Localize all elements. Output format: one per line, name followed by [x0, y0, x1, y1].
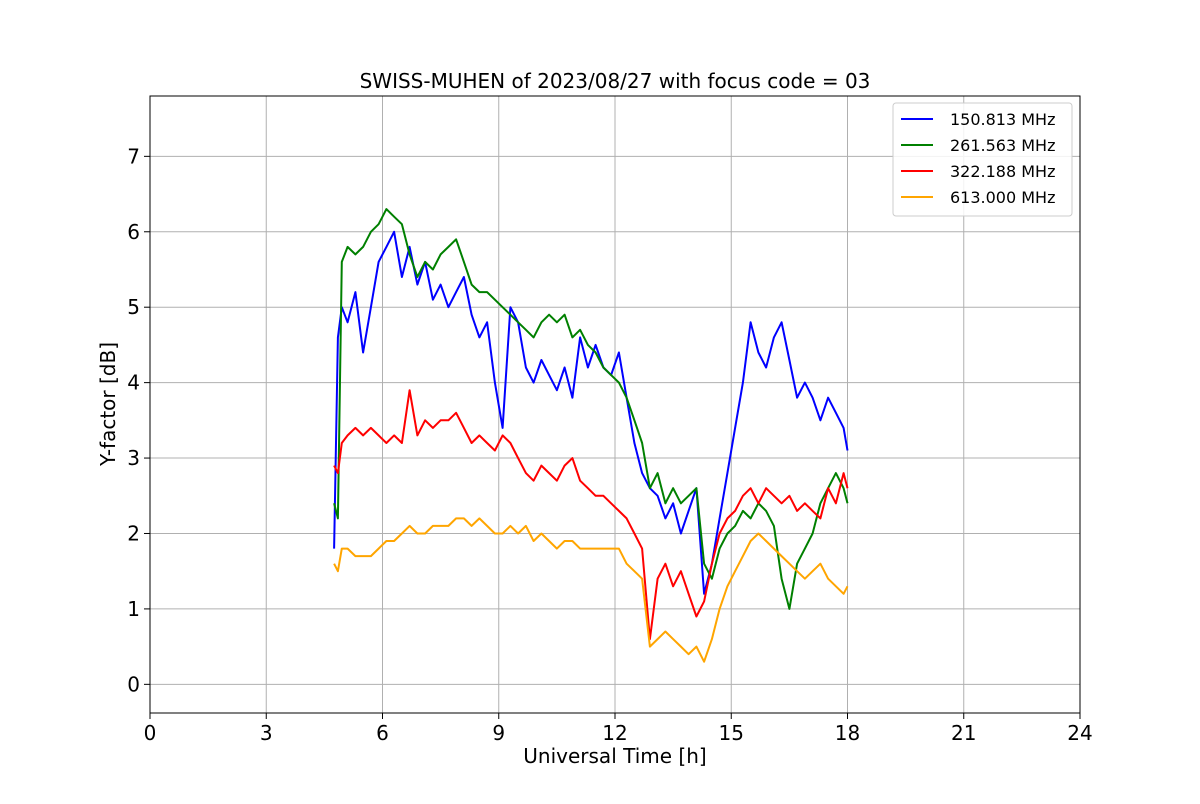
- chart-title: SWISS-MUHEN of 2023/08/27 with focus cod…: [360, 69, 871, 93]
- legend-label: 150.813 MHz: [950, 110, 1055, 129]
- x-tick-label: 18: [835, 721, 860, 745]
- x-tick-label: 12: [602, 721, 627, 745]
- series-line-4: [333, 517, 849, 663]
- y-tick-label: 7: [127, 144, 140, 168]
- legend-label: 613.000 MHz: [950, 188, 1055, 207]
- y-tick-label: 1: [127, 597, 140, 621]
- y-axis-ticks: 0 1 2 3 4 5 6 7: [127, 144, 150, 696]
- y-tick-label: 0: [127, 672, 140, 696]
- legend-box: [892, 102, 1073, 217]
- y-axis-label: Y-factor [dB]: [96, 342, 120, 467]
- x-tick-label: 9: [492, 721, 505, 745]
- x-tick-label: 6: [376, 721, 389, 745]
- x-axis-ticks: 0 3 6 9 12 15 18 21 24: [144, 713, 1093, 745]
- x-tick-label: 3: [260, 721, 273, 745]
- y-tick-label: 2: [127, 521, 140, 545]
- y-tick-label: 6: [127, 220, 140, 244]
- x-axis-label: Universal Time [h]: [523, 744, 706, 768]
- legend-label: 322.188 MHz: [950, 162, 1055, 181]
- x-tick-label: 0: [144, 721, 157, 745]
- x-tick-label: 21: [951, 721, 976, 745]
- plot-area: [333, 208, 849, 663]
- x-tick-label: 24: [1067, 721, 1092, 745]
- y-tick-label: 5: [127, 295, 140, 319]
- y-tick-label: 3: [127, 446, 140, 470]
- series-line-2: [333, 208, 849, 610]
- series-line-3: [333, 389, 849, 641]
- y-tick-label: 4: [127, 371, 140, 395]
- legend-label: 261.563 MHz: [950, 136, 1055, 155]
- legend: 150.813 MHz 261.563 MHz 322.188 MHz 613.000…: [892, 102, 1073, 217]
- x-tick-label: 15: [719, 721, 744, 745]
